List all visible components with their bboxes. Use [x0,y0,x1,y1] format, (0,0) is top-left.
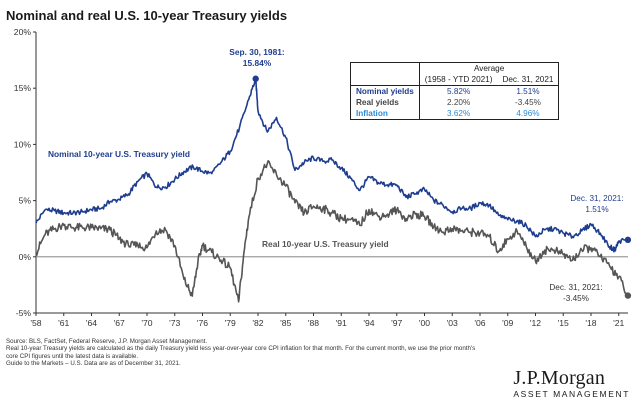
end-nominal-annotation-date: Dec. 31, 2021: [570,194,623,203]
y-tick-label: 10% [14,139,32,149]
nominal-yield-line [35,78,629,253]
notes-line1: Real 10-year Treasury yields are calcula… [6,345,476,353]
end-real-annotation-date: Dec. 31, 2021: [549,283,602,292]
series-layer [35,75,632,303]
notes-source: Source: BLS, FactSet, Federal Reserve, J… [6,338,208,345]
y-tick-label: 0% [19,252,32,262]
stats-row-label: Nominal yields [356,87,414,96]
real-yield-line [35,160,629,303]
logo-sub: ASSET MANAGEMENT [513,389,630,399]
axes-group: -5% 0% 5% 10% 15% 20% '58 '61 '64 '67 '70 '73 '76 '79… [14,27,628,328]
stats-row-average: 2.20% [418,97,498,108]
x-tick-label: '64 [86,318,97,328]
x-tick-label: '88 [308,318,319,328]
stats-row-latest: -3.45% [514,98,541,107]
chart-title: Nominal and real U.S. 10-year Treasury y… [6,8,288,23]
x-tick-label: '03 [447,318,458,328]
x-tick-label: '73 [169,318,180,328]
table-row: Real yields 2.20% -3.45% [351,97,559,108]
labels-layer: Nominal 10-year U.S. Treasury yield Real… [48,47,624,303]
y-tick-label: 5% [19,196,32,206]
table-row: Inflation 3.62% 4.96% [351,108,559,120]
logo-brand: J.P.Morgan [513,367,606,389]
x-tick-label: '61 [58,318,69,328]
peak-point [252,75,259,82]
table-row: Nominal yields 5.82% 1.51% [351,85,559,97]
real-yield-end-point [624,292,632,299]
stats-row-average: 5.82% [418,85,498,97]
x-tick-label: '18 [585,318,596,328]
x-tick-label: '76 [197,318,208,328]
x-tick-label: '70 [141,318,152,328]
notes-guide: Guide to the Markets – U.S. Data are as … [6,360,181,368]
end-real-annotation-value: -3.45% [563,294,589,303]
y-tick-label: 15% [14,83,32,93]
x-tick-label: '97 [391,318,402,328]
x-tick-label: '85 [280,318,291,328]
notes-line2: core CPI figures until the latest data i… [6,352,139,360]
x-tick-label: '09 [502,318,513,328]
x-tick-label: '67 [114,318,125,328]
peak-annotation-date: Sep. 30, 1981: [229,47,284,57]
nominal-series-label: Nominal 10-year U.S. Treasury yield [48,149,190,159]
x-tick-label: '94 [363,318,374,328]
x-tick-label: '82 [252,318,263,328]
stats-table: Average (1958 - YTD 2021) Dec. 31, 2021 … [350,62,560,120]
y-tick-label: -5% [16,308,32,318]
stats-row-label: Real yields [356,98,399,107]
stats-header-average: Average [418,62,559,74]
jpmorgan-logo: J.P.Morgan ASSET MANAGEMENT [513,367,630,399]
x-tick-label: '12 [530,318,541,328]
stats-header-latest: Dec. 31, 2021 [497,74,559,86]
x-tick-label: '91 [336,318,347,328]
x-tick-label: '58 [30,318,41,328]
stats-row-average: 3.62% [418,108,498,120]
stats-header-period: (1958 - YTD 2021) [418,74,498,86]
x-tick-label: '21 [613,318,624,328]
x-tick-label: '15 [558,318,569,328]
peak-annotation-value: 15.84% [243,58,272,68]
x-tick-label: '06 [474,318,485,328]
x-tick-label: '79 [225,318,236,328]
real-series-label: Real 10-year U.S. Treasury yield [262,239,389,249]
stats-row-label: Inflation [356,109,388,118]
stats-row-latest: 4.96% [516,109,540,118]
y-tick-label: 20% [14,27,32,37]
source-notes: Source: BLS, FactSet, Federal Reserve, J… [6,338,626,368]
x-tick-label: '00 [419,318,430,328]
nominal-yield-end-point [624,236,632,244]
end-nominal-annotation-value: 1.51% [585,205,608,214]
stats-row-latest: 1.51% [516,87,540,96]
